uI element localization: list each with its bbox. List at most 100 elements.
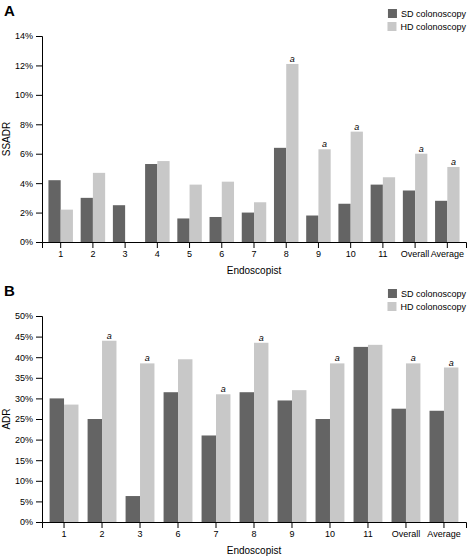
bar: [330, 363, 344, 522]
tick: 10: [325, 522, 335, 539]
bar: [254, 202, 266, 242]
tick: 20%: [15, 435, 42, 445]
tick: 0%: [20, 237, 42, 247]
x-axis-title: Endoscopist: [227, 545, 282, 556]
tick: 4%: [20, 179, 42, 189]
legend-item: SD colonoscopy: [388, 9, 467, 19]
tick-mark: [254, 522, 255, 528]
panel-title: B: [4, 282, 15, 299]
axis-domain: [36, 317, 43, 523]
annotation: a: [107, 331, 112, 341]
tick-label: 8: [251, 529, 256, 539]
bar: [48, 180, 60, 242]
tick: 40%: [15, 353, 42, 363]
bar: [126, 496, 140, 522]
bar: [178, 359, 192, 522]
tick-mark: [350, 242, 351, 248]
tick: 11: [363, 522, 372, 539]
bar: [113, 205, 125, 242]
y-axis: 0%2%4%6%8%10%12%14%: [15, 31, 43, 247]
tick: 30%: [15, 394, 42, 404]
tick-label: 50%: [15, 311, 33, 321]
tick-mark: [286, 242, 287, 248]
tick-label: Average: [431, 249, 464, 259]
annotation: a: [259, 333, 264, 343]
tick-label: 7: [251, 249, 256, 259]
bar: [383, 177, 395, 242]
tick: 6: [219, 242, 224, 259]
tick-mark: [216, 522, 217, 528]
tick-mark: [36, 501, 42, 502]
tick: 45%: [15, 332, 42, 342]
tick: 10%: [15, 90, 42, 100]
tick-mark: [367, 522, 368, 528]
bar: [318, 149, 330, 242]
bar: [61, 210, 73, 242]
bar: [177, 218, 189, 242]
tick: 35%: [15, 373, 42, 383]
annotation: a: [354, 122, 359, 132]
tick-label: 45%: [15, 332, 33, 342]
bar: [50, 398, 64, 522]
tick: 11: [378, 242, 387, 259]
bar: [306, 216, 318, 242]
tick-label: 5%: [20, 497, 33, 507]
tick-label: 35%: [15, 373, 33, 383]
tick-mark: [36, 522, 42, 523]
bar: [157, 161, 169, 242]
tick-label: 9: [316, 249, 321, 259]
legend: SD colonoscopyHD colonoscopy: [387, 289, 466, 312]
tick-mark: [36, 378, 42, 379]
figure: 1234567891011OverallAverage0%2%4%6%8%10%…: [0, 0, 474, 560]
tick: Overall: [392, 522, 421, 539]
annotation: a: [322, 139, 327, 149]
bar: [278, 400, 292, 522]
tick-label: 6%: [20, 149, 33, 159]
tick-mark: [92, 242, 93, 248]
bar: [351, 132, 363, 242]
tick-mark: [36, 419, 42, 420]
tick-label: 4%: [20, 179, 33, 189]
tick-mark: [221, 242, 222, 248]
bar: [164, 392, 178, 522]
tick: 7: [251, 242, 256, 259]
plot-area: [48, 64, 459, 242]
tick: 8%: [20, 120, 42, 130]
tick-label: 6: [219, 249, 224, 259]
tick-mark: [36, 460, 42, 461]
tick-mark: [318, 242, 319, 248]
tick: 2: [100, 522, 105, 539]
bar: [338, 204, 350, 242]
tick-label: 3: [138, 529, 143, 539]
tick: 1: [58, 242, 63, 259]
tick-label: 11: [363, 529, 372, 539]
tick: Overall: [401, 242, 430, 259]
bar: [430, 411, 444, 522]
tick: 3: [138, 522, 143, 539]
tick-label: 12%: [15, 61, 33, 71]
tick-label: 3: [123, 249, 128, 259]
legend-swatch: [388, 9, 397, 18]
tick-label: 5: [187, 249, 192, 259]
tick-label: Average: [427, 529, 460, 539]
tick: 8: [284, 242, 289, 259]
tick: 1: [62, 522, 67, 539]
tick-mark: [36, 242, 42, 243]
legend: SD colonoscopy HD colonoscopy: [387, 9, 466, 32]
tick-label: 15%: [15, 456, 33, 466]
tick-label: 1: [62, 529, 67, 539]
tick: 25%: [15, 414, 42, 424]
legend-item: HD colonoscopy: [387, 22, 466, 32]
tick-mark: [382, 242, 383, 248]
y-axis-title: ADR: [1, 408, 12, 429]
bar-series: [61, 64, 460, 242]
tick-mark: [36, 316, 42, 317]
annotations: aaaaa: [290, 54, 456, 167]
bar: [93, 173, 105, 242]
axis-domain: [43, 243, 467, 249]
tick-mark: [36, 183, 42, 184]
bar: [316, 419, 330, 522]
legend-label: HD colonoscopy: [400, 302, 466, 312]
tick-mark: [36, 337, 42, 338]
tick-mark: [36, 154, 42, 155]
